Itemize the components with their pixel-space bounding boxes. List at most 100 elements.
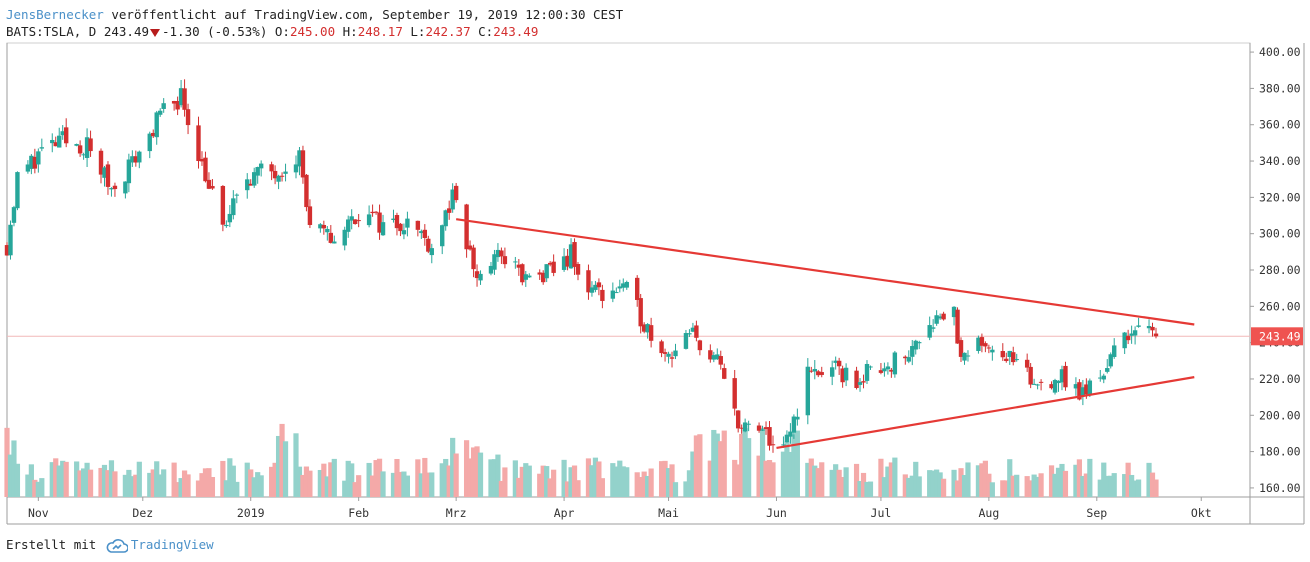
chart-header: JensBernecker veröffentlicht auf Trading… (6, 6, 623, 40)
volume-bar (941, 478, 947, 497)
candle-body (133, 156, 139, 163)
volume-bar (352, 482, 358, 497)
volume-bar (317, 469, 323, 497)
publish-line: JensBernecker veröffentlicht auf Trading… (6, 6, 623, 23)
volume-bar (209, 477, 216, 497)
y-tick-label: 360.00 (1259, 118, 1301, 132)
volume-bar (1003, 480, 1009, 497)
candle-body (245, 179, 250, 191)
candle-body (112, 185, 118, 190)
volume-bar (178, 478, 184, 497)
candle-body (440, 225, 445, 247)
volume-bar (617, 460, 623, 497)
candle-body (732, 378, 737, 409)
volume-bar (1000, 480, 1006, 497)
volume-bar (853, 463, 860, 497)
candle-body (63, 127, 69, 144)
candle-body (401, 230, 407, 235)
symbol-label: BATS:TSLA, D (6, 24, 97, 39)
x-tick-label: Feb (348, 506, 369, 520)
candle-body (29, 155, 34, 169)
volume-bar (404, 475, 411, 497)
candle-body (760, 429, 765, 431)
volume-bar (693, 435, 699, 497)
candle-body (220, 185, 226, 225)
candle-body (1129, 333, 1134, 336)
candle-body (1146, 326, 1152, 329)
candle-body (903, 356, 908, 359)
candle-body (446, 208, 452, 213)
volume-bar (808, 458, 814, 497)
candle-body (1073, 384, 1079, 389)
candle-body (57, 135, 62, 148)
price-change: -1.30 (-0.53%) (162, 24, 268, 39)
volume-bar (1062, 470, 1069, 497)
candle-body (979, 337, 985, 346)
volume-bar (613, 466, 619, 497)
candle-body (648, 325, 654, 341)
candle-body (1132, 330, 1138, 336)
candle-body (234, 194, 239, 196)
volume-bar (199, 473, 205, 497)
volume-bar (1059, 463, 1065, 497)
volume-bar (610, 463, 616, 497)
volume-bar (1149, 472, 1156, 497)
tradingview-cloud-icon[interactable] (106, 538, 128, 553)
volume-bar (881, 477, 888, 497)
volume-bar (989, 482, 995, 497)
candle-body (471, 247, 476, 270)
ohlc-line: BATS:TSLA, D 243.49 -1.30 (-0.53%) O:245.… (6, 23, 623, 40)
candle-body (426, 238, 431, 252)
volume-bar (112, 471, 118, 497)
candle-body (185, 109, 191, 126)
candle-body (673, 350, 678, 357)
candle-body (255, 167, 260, 176)
candle-body (1011, 352, 1016, 363)
volume-bar (742, 428, 748, 497)
volume-bar (1076, 459, 1082, 497)
candle-body (983, 343, 988, 347)
candle-body (513, 261, 518, 263)
volume-bar (683, 481, 689, 497)
candle-body (864, 363, 870, 381)
candle-body (1031, 383, 1037, 385)
candle-body (258, 163, 264, 169)
volume-bar (739, 434, 745, 497)
volume-bar (300, 474, 306, 497)
author-link[interactable]: JensBernecker (6, 7, 104, 22)
candle-body (861, 381, 866, 383)
candle-layer (4, 79, 1159, 453)
volume-bar (227, 458, 233, 497)
candle-body (990, 349, 995, 353)
tradingview-brand-link[interactable]: TradingView (130, 537, 214, 552)
candle-body (694, 325, 699, 338)
last-price-tag-label: 243.49 (1259, 329, 1301, 343)
volume-bar (930, 470, 936, 497)
volume-bar (878, 458, 884, 497)
volume-bar (255, 472, 261, 497)
volume-bar (223, 480, 229, 497)
candle-body (98, 150, 104, 175)
candle-body (1052, 379, 1058, 393)
volume-bar (331, 458, 337, 497)
candle-body (843, 367, 849, 381)
candle-body (488, 265, 494, 274)
volume-bar (345, 460, 351, 497)
candle-body (81, 154, 86, 156)
candle-body (763, 427, 769, 430)
candle-body (105, 164, 111, 187)
volume-bar (195, 480, 202, 497)
candle-body (666, 353, 671, 357)
candle-body (182, 88, 187, 110)
candle-body (464, 204, 469, 250)
candle-body (210, 186, 215, 189)
candle-body (1108, 354, 1113, 367)
volume-bar (662, 460, 668, 497)
candle-body (328, 232, 334, 243)
candle-body (15, 172, 20, 209)
volume-bar (686, 470, 693, 497)
volume-bar (150, 469, 156, 497)
candle-body (332, 241, 337, 244)
volume-bar (638, 477, 644, 497)
